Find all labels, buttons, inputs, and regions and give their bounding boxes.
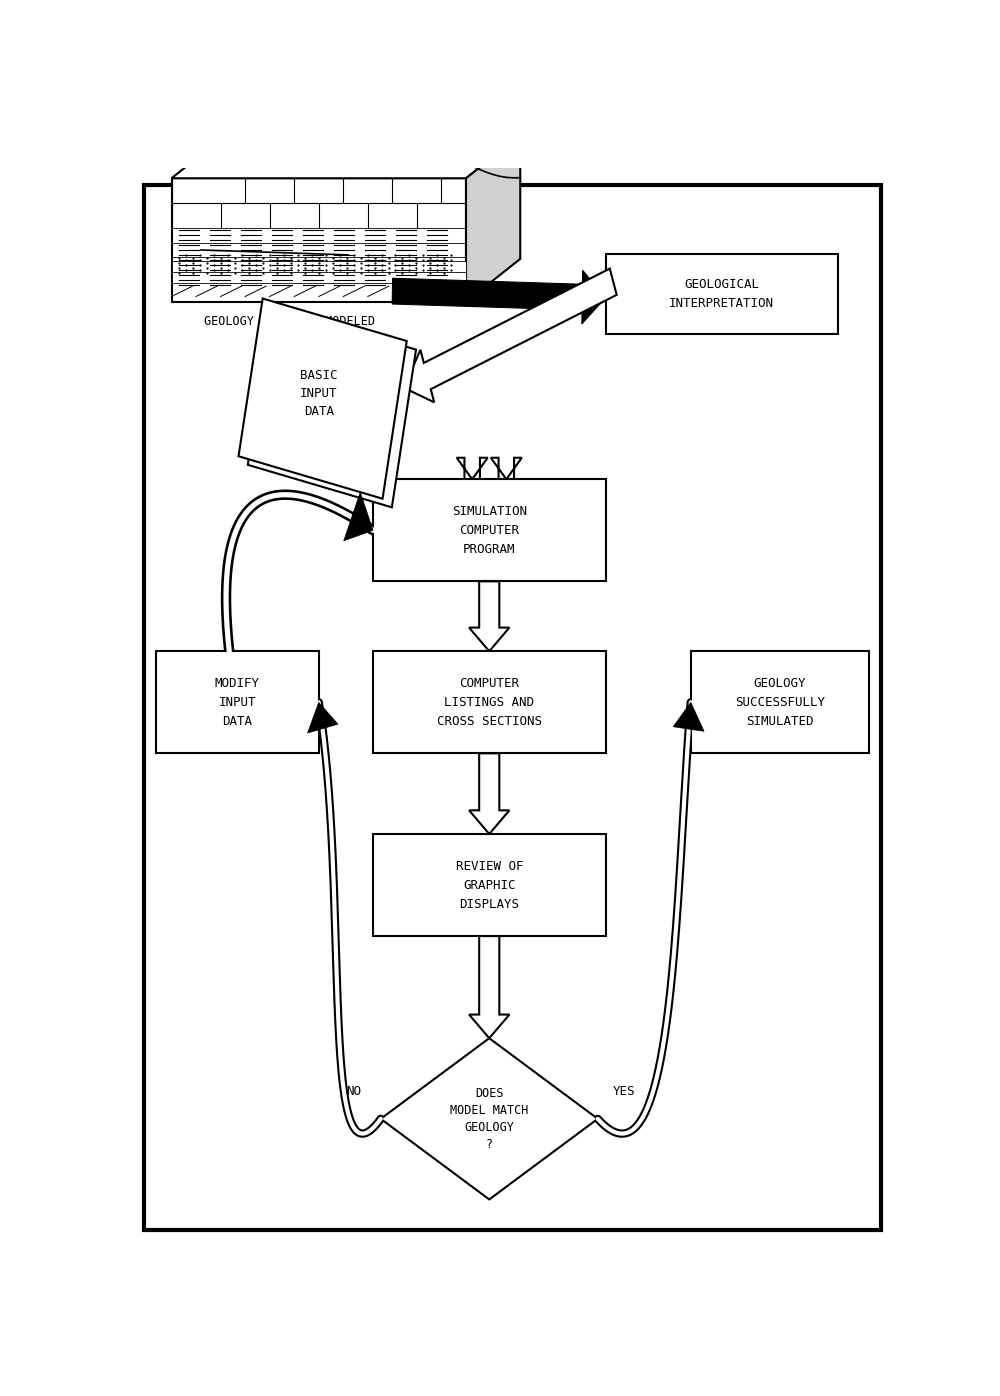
Bar [373, 651, 606, 754]
Text: YES: YES [613, 1086, 636, 1099]
Text: COMPUTER
LISTINGS AND
CROSS SECTIONS: COMPUTER LISTINGS AND CROSS SECTIONS [437, 677, 542, 727]
Polygon shape [469, 937, 509, 1039]
Text: GEOLOGY
SUCCESSFULLY
SIMULATED: GEOLOGY SUCCESSFULLY SIMULATED [735, 677, 825, 727]
Polygon shape [248, 307, 416, 507]
Polygon shape [469, 581, 509, 651]
Polygon shape [491, 458, 522, 490]
FancyBboxPatch shape [144, 184, 881, 1230]
Text: REVIEW OF
GRAPHIC
DISPLAYS: REVIEW OF GRAPHIC DISPLAYS [456, 860, 523, 910]
Text: NO: NO [346, 1086, 361, 1099]
Bar [606, 254, 838, 334]
Polygon shape [172, 261, 466, 283]
Polygon shape [239, 299, 407, 498]
Text: MODIFY
INPUT
DATA: MODIFY INPUT DATA [215, 677, 260, 727]
Bar [156, 651, 319, 754]
Bar [373, 479, 606, 581]
Polygon shape [469, 754, 509, 833]
Polygon shape [381, 1039, 598, 1199]
Polygon shape [172, 135, 520, 179]
Polygon shape [457, 458, 488, 490]
Polygon shape [392, 271, 606, 324]
Bar [691, 651, 869, 754]
Polygon shape [466, 135, 520, 302]
Text: SIMULATION
COMPUTER
PROGRAM: SIMULATION COMPUTER PROGRAM [452, 505, 527, 556]
Text: GEOLOGICAL
INTERPRETATION: GEOLOGICAL INTERPRETATION [669, 278, 774, 310]
Polygon shape [673, 702, 704, 732]
Bar [373, 833, 606, 937]
Polygon shape [308, 702, 338, 733]
Polygon shape [172, 179, 466, 302]
Text: BASIC
INPUT
DATA: BASIC INPUT DATA [300, 369, 338, 417]
Text: DOES
MODEL MATCH
GEOLOGY
?: DOES MODEL MATCH GEOLOGY ? [450, 1087, 528, 1150]
Polygon shape [344, 493, 373, 540]
Text: GEOLOGY  TO  BE  MODELED: GEOLOGY TO BE MODELED [204, 314, 375, 328]
Polygon shape [404, 268, 617, 402]
